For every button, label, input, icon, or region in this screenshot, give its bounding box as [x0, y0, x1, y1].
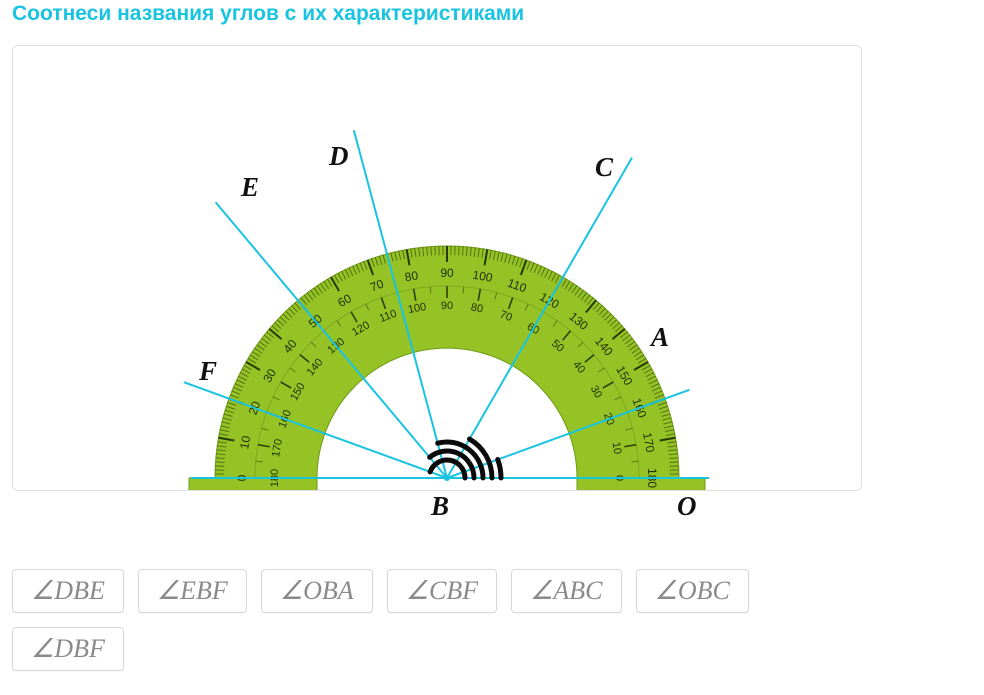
diagram-stage: 0102030405060708090100110120130140150160… [13, 46, 861, 490]
chip-DBE[interactable]: ∠DBE [12, 569, 124, 613]
label-C: C [595, 152, 613, 183]
label-B: B [431, 491, 449, 522]
chip-OBC[interactable]: ∠OBC [636, 569, 749, 613]
svg-text:10: 10 [610, 441, 624, 455]
svg-text:80: 80 [470, 302, 484, 316]
chip-DBF[interactable]: ∠DBF [12, 627, 124, 671]
chip-CBF[interactable]: ∠CBF [387, 569, 497, 613]
svg-text:80: 80 [404, 268, 420, 284]
answer-chips: ∠DBE ∠EBF ∠OBA ∠CBF ∠ABC ∠OBC ∠DBF [12, 569, 860, 671]
label-F: F [199, 356, 217, 387]
label-E: E [241, 172, 259, 203]
svg-text:90: 90 [440, 266, 454, 280]
chip-EBF[interactable]: ∠EBF [138, 569, 247, 613]
page-title: Соотнеси названия углов с их характерист… [12, 0, 972, 27]
chip-OBA[interactable]: ∠OBA [261, 569, 373, 613]
label-A: A [651, 322, 669, 353]
svg-text:90: 90 [441, 300, 453, 312]
label-D: D [329, 141, 349, 172]
label-O: O [677, 491, 697, 522]
chip-ABC[interactable]: ∠ABC [511, 569, 621, 613]
protractor-svg: 0102030405060708090100110120130140150160… [13, 46, 861, 490]
angle-arc [498, 460, 501, 478]
diagram-frame: 0102030405060708090100110120130140150160… [12, 45, 862, 491]
svg-text:10: 10 [237, 435, 253, 451]
